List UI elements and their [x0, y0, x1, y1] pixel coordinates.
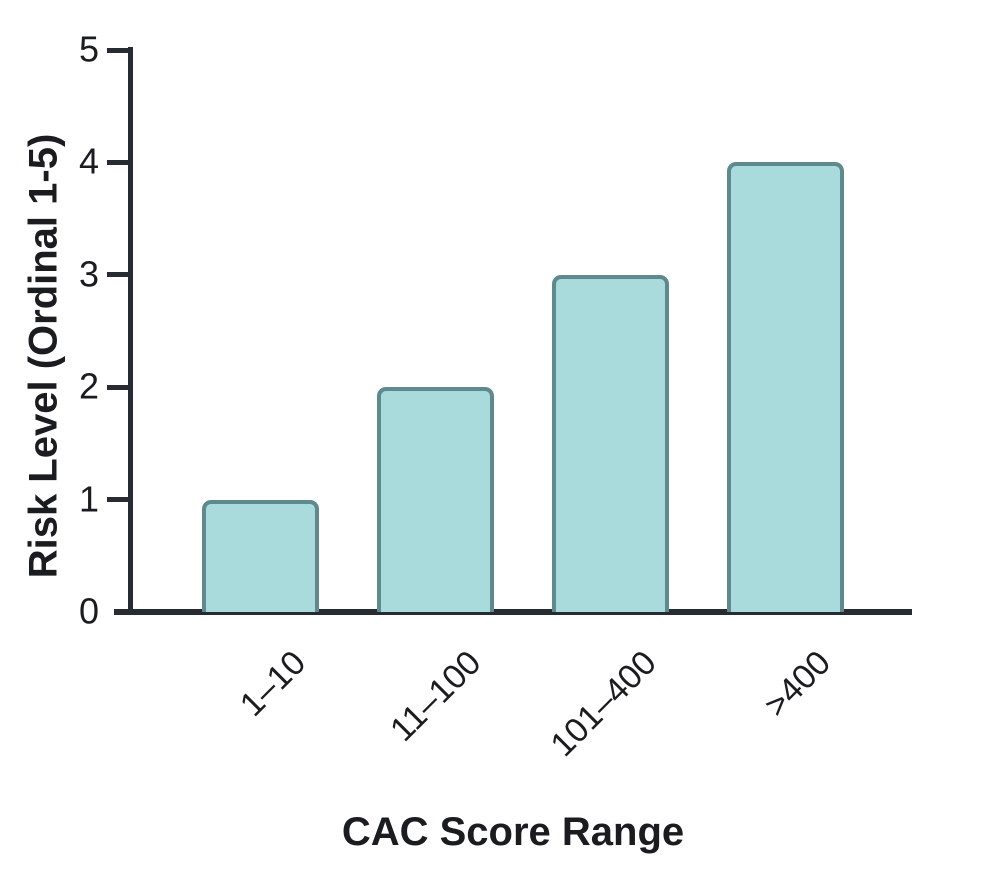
bar — [201, 499, 319, 612]
y-tick-mark — [107, 159, 131, 165]
bar — [551, 274, 669, 612]
bar — [376, 387, 494, 612]
x-tick-label: >400 — [757, 643, 839, 725]
y-tick-mark — [107, 497, 131, 503]
x-tick-label: 101–400 — [542, 643, 664, 765]
y-axis-line — [128, 47, 133, 615]
y-tick-label: 4 — [78, 140, 99, 182]
y-tick-mark — [107, 47, 131, 53]
y-tick-label: 3 — [78, 253, 99, 295]
x-axis-line — [114, 609, 912, 615]
x-tick-label: 1–10 — [233, 643, 314, 724]
bar — [726, 162, 844, 612]
y-axis-title: Risk Level (Ordinal 1-5) — [21, 133, 66, 579]
y-tick-mark — [107, 384, 131, 390]
y-tick-label: 5 — [78, 28, 99, 70]
x-axis-title: CAC Score Range — [341, 810, 685, 854]
y-tick-label: 2 — [78, 365, 99, 407]
y-tick-mark — [107, 272, 131, 278]
y-tick-label: 1 — [78, 477, 99, 519]
x-tick-label: 11–100 — [383, 643, 489, 749]
y-tick-label: 0 — [78, 590, 99, 632]
